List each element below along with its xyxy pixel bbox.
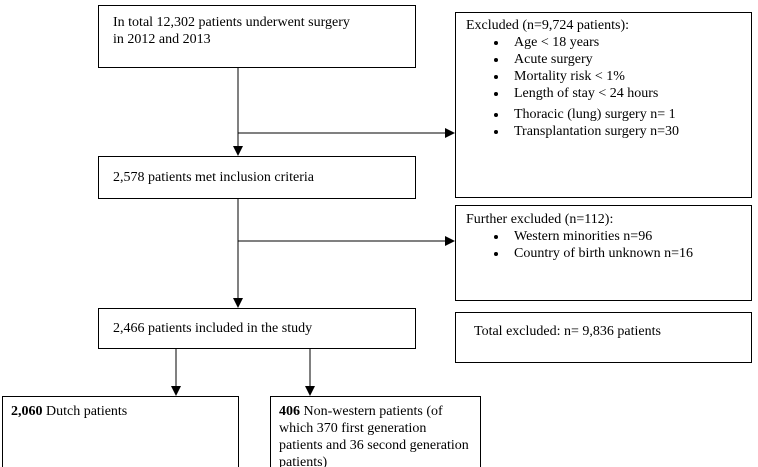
count: 406: [279, 404, 300, 419]
count: 2,060: [11, 404, 43, 419]
box: 406 Non-western patients (of which 370 f…: [270, 396, 481, 467]
bullet: Age < 18 years: [508, 34, 741, 51]
box-title: Excluded (n=9,724 patients):: [466, 18, 630, 33]
bullet-list: Western minorities n=96 Country of birth…: [466, 228, 741, 262]
box-text: 2,466 patients included in the study: [113, 321, 313, 336]
box: 2,060 Dutch patients: [2, 396, 239, 467]
box-text: 2,578 patients met inclusion criteria: [113, 170, 315, 185]
box-text: Dutch patients: [46, 404, 128, 419]
bullet-list: Age < 18 years Acute surgery Mortality r…: [466, 34, 741, 140]
box-title: Further excluded (n=112):: [466, 212, 614, 227]
bullet: Acute surgery: [508, 51, 741, 68]
box-text: Non-western patients (of which 370 first…: [279, 404, 469, 467]
bullet: Length of stay < 24 hours: [508, 85, 741, 102]
box-text: Total excluded: n= 9,836 patients: [474, 324, 661, 339]
bullet: Mortality risk < 1%: [508, 68, 741, 85]
box: In total 12,302 patients underwent surge…: [98, 5, 416, 68]
box-text: In total 12,302 patients underwent surge…: [113, 15, 350, 47]
bullet: Country of birth unknown n=16: [508, 245, 741, 262]
box: 2,466 patients included in the study: [98, 308, 416, 349]
box: Total excluded: n= 9,836 patients: [455, 312, 752, 363]
bullet: Transplantation surgery n=30: [508, 123, 741, 140]
bullet: Western minorities n=96: [508, 228, 741, 245]
box: 2,578 patients met inclusion criteria: [98, 156, 416, 199]
box: Excluded (n=9,724 patients): Age < 18 ye…: [455, 12, 752, 198]
bullet: Thoracic (lung) surgery n= 1: [508, 106, 741, 123]
box: Further excluded (n=112): Western minori…: [455, 205, 752, 301]
